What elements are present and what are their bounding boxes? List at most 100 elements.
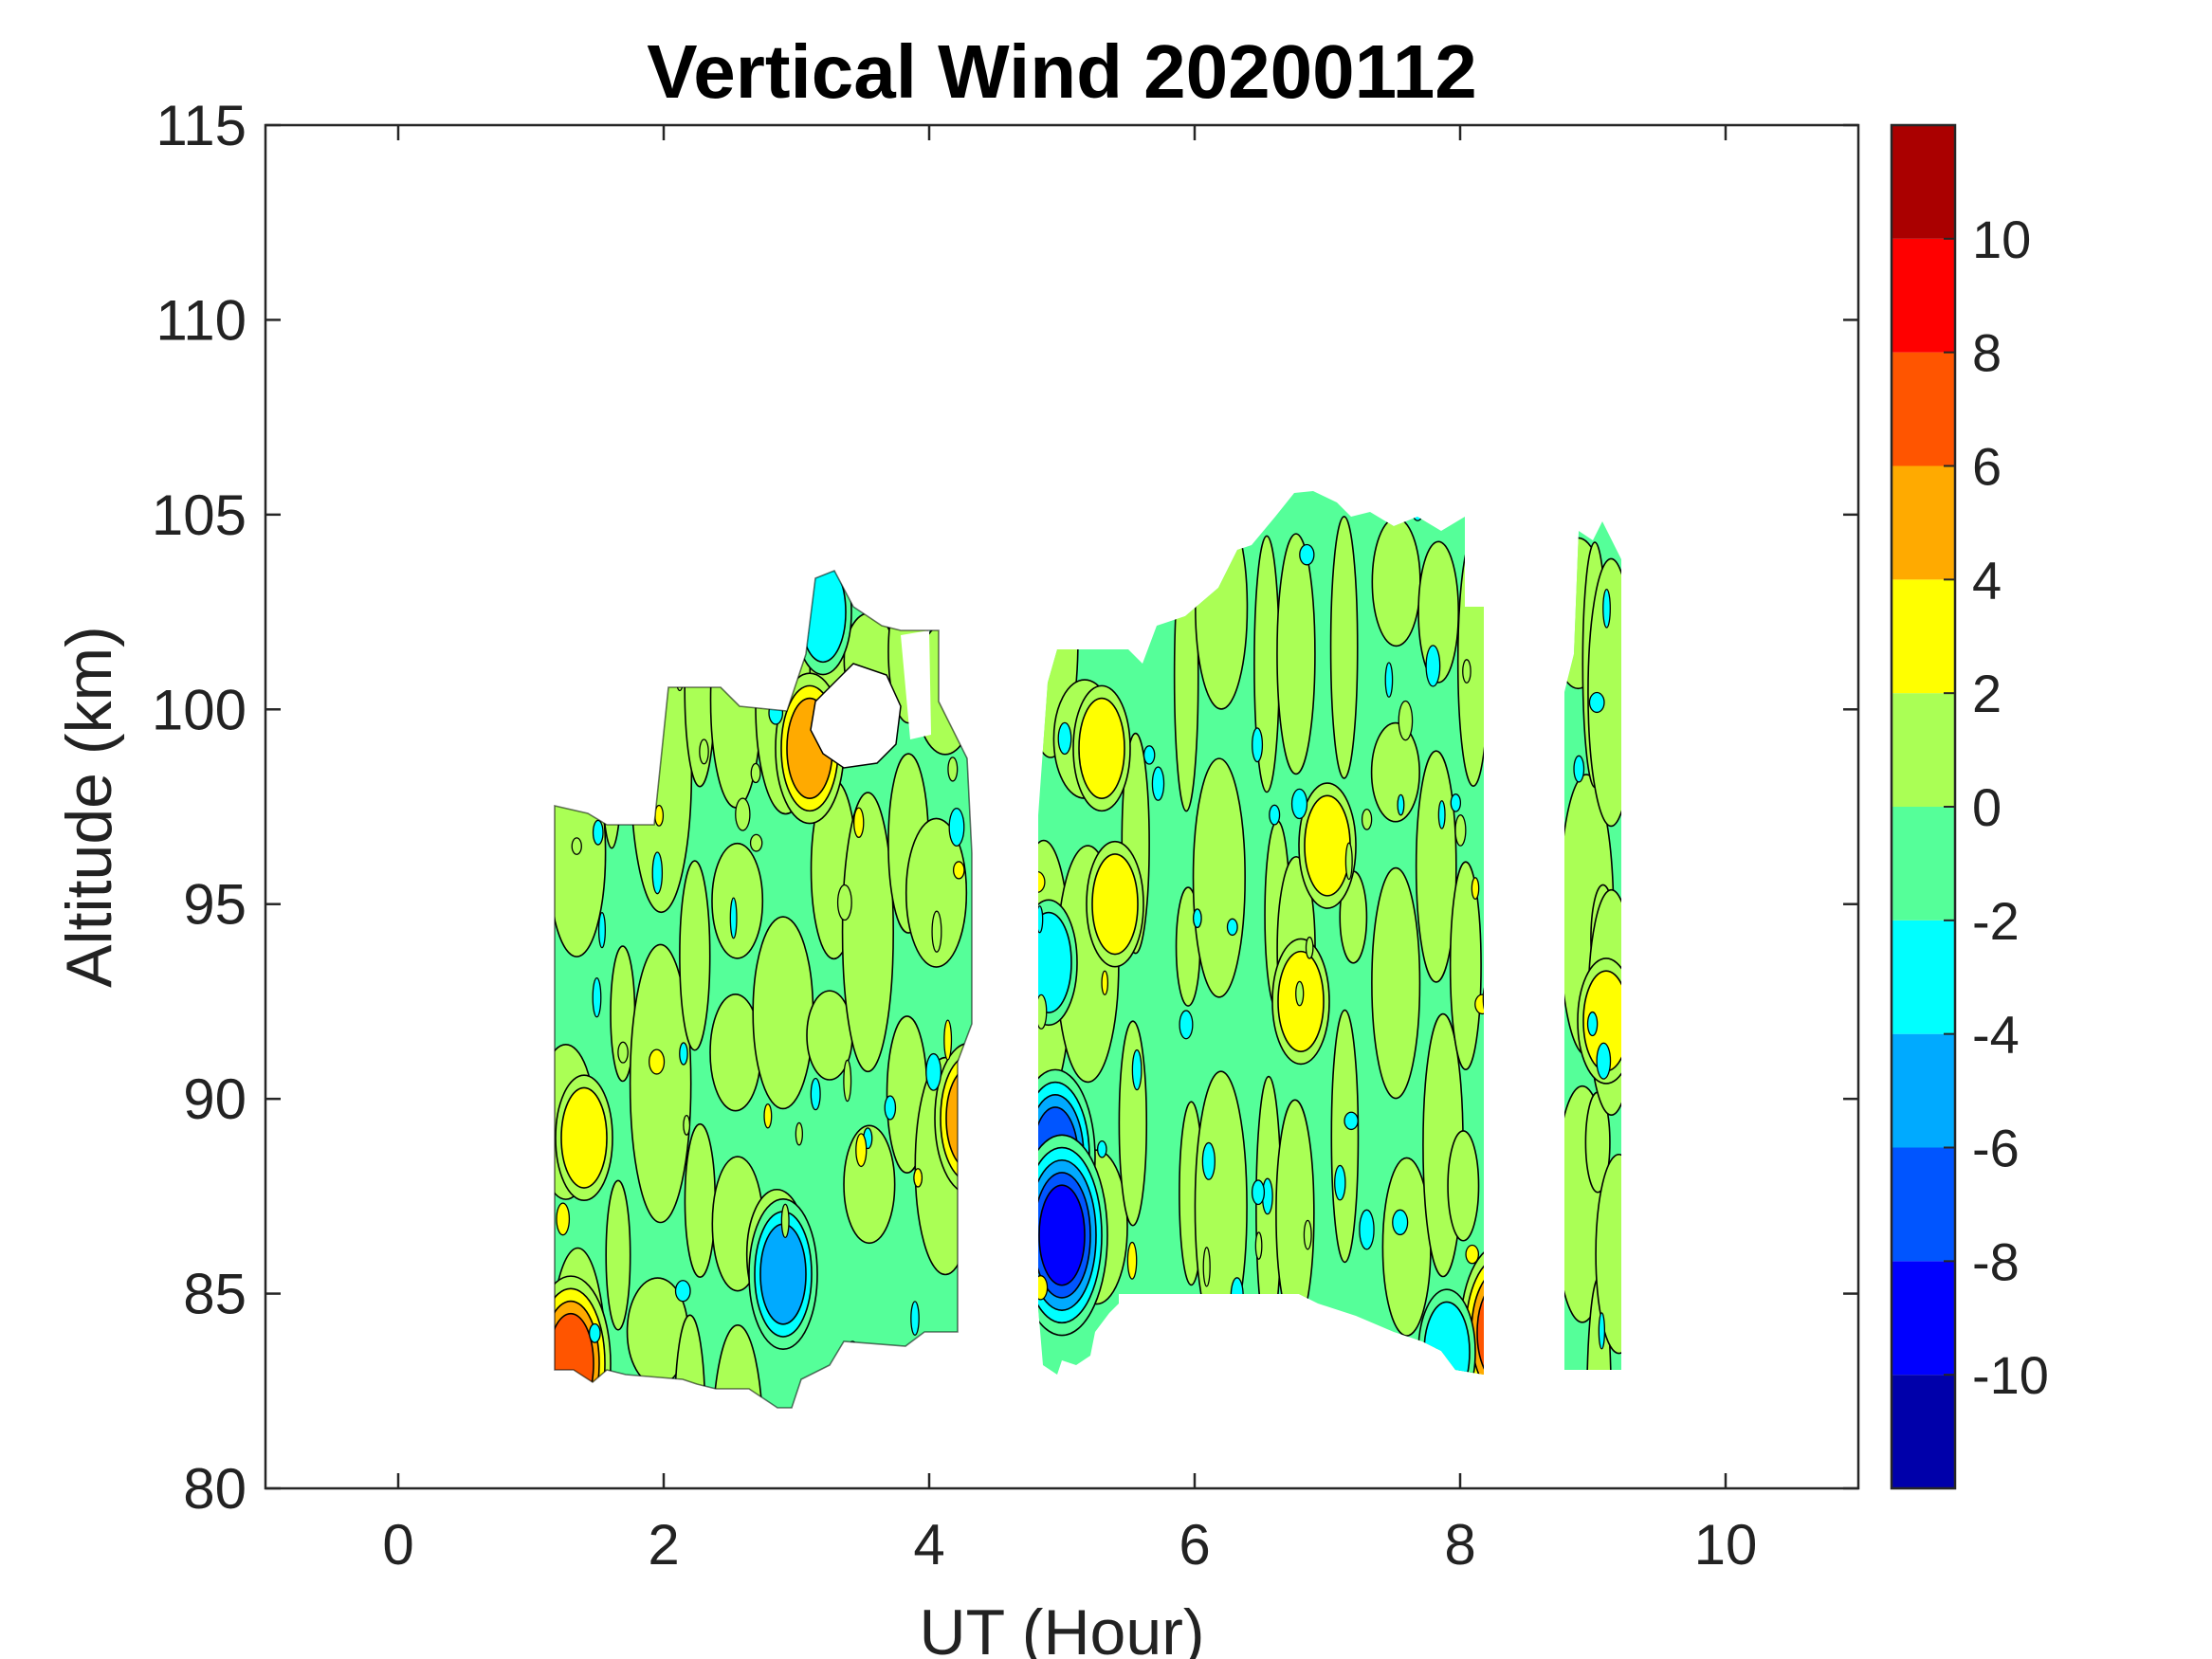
contour-patch bbox=[1587, 557, 1621, 828]
contour-spot bbox=[795, 1121, 803, 1146]
contour-spot bbox=[1252, 727, 1264, 763]
contour-patch bbox=[679, 860, 711, 1051]
contour-spot bbox=[910, 1301, 920, 1336]
colorbar-tick-label: 6 bbox=[1972, 437, 2002, 497]
colorbar-tick-label: 4 bbox=[1972, 550, 2002, 610]
x-tick-label: 0 bbox=[382, 1513, 413, 1577]
contour-spot bbox=[913, 1168, 923, 1188]
contour-patch bbox=[905, 817, 968, 968]
contour-spot bbox=[1437, 800, 1446, 830]
contour-spot bbox=[780, 1203, 790, 1239]
contour-spot bbox=[651, 851, 664, 895]
contour-patch bbox=[605, 1179, 631, 1331]
contour-spot bbox=[1269, 804, 1281, 826]
contour-spot bbox=[1454, 814, 1467, 847]
contour-spot bbox=[1334, 1164, 1346, 1201]
x-axis-label: UT (Hour) bbox=[920, 1596, 1205, 1659]
contour-spot bbox=[1588, 691, 1605, 714]
colorbar-tick-label: -8 bbox=[1972, 1231, 2020, 1291]
contour-spot bbox=[617, 1041, 629, 1064]
contour-spot bbox=[1602, 588, 1611, 629]
colorbar-tick-label: 10 bbox=[1972, 210, 2031, 269]
contour-patch bbox=[629, 943, 692, 1224]
colorbar-tick-label: 2 bbox=[1972, 664, 2002, 723]
contour-spot bbox=[1598, 1312, 1606, 1350]
contour-patch bbox=[1192, 757, 1246, 998]
contour-spot bbox=[884, 1095, 897, 1121]
contour-spot bbox=[1131, 1048, 1143, 1091]
y-tick-label: 110 bbox=[155, 288, 247, 352]
x-tick-label: 8 bbox=[1444, 1513, 1475, 1577]
contour-spot bbox=[1057, 721, 1072, 756]
contour-feature bbox=[1091, 853, 1139, 956]
contour-spot bbox=[556, 1202, 571, 1236]
contour-spot bbox=[1359, 1209, 1375, 1250]
contour-spot bbox=[1384, 662, 1394, 698]
contour-patch bbox=[1449, 861, 1482, 1071]
axis-ticks: 0 2 4 6 8 10 80 85 90 95 100 105 110 115 bbox=[152, 94, 1858, 1577]
contour-spot bbox=[948, 807, 965, 847]
contour-spot bbox=[1344, 842, 1353, 881]
contour-spot bbox=[729, 897, 738, 939]
colorbar-segment bbox=[1892, 352, 1955, 466]
contour-spot bbox=[1299, 543, 1315, 566]
contour-feature bbox=[759, 1223, 807, 1325]
contour-spot bbox=[1151, 766, 1165, 801]
contour-spot bbox=[853, 807, 865, 838]
data-region-outlines bbox=[554, 569, 973, 1409]
contour-patch bbox=[1447, 1130, 1480, 1242]
contour-patch bbox=[1276, 533, 1316, 775]
contour-spot bbox=[947, 757, 959, 782]
contour-spot bbox=[810, 1077, 821, 1111]
contour-spot bbox=[931, 910, 942, 953]
y-tick-label: 95 bbox=[183, 873, 247, 937]
contour-patch bbox=[711, 842, 764, 959]
contour-spot bbox=[1586, 1011, 1599, 1037]
colorbar-segment bbox=[1892, 579, 1955, 694]
colorbar-tick-label: -6 bbox=[1972, 1119, 2020, 1178]
contour-spot bbox=[1251, 1179, 1266, 1206]
contour-spot bbox=[1179, 1010, 1194, 1040]
colorbar-segment bbox=[1892, 1375, 1955, 1488]
contour-patch bbox=[1118, 1020, 1148, 1227]
contour-spot bbox=[1450, 793, 1462, 812]
y-tick-label: 80 bbox=[183, 1457, 247, 1521]
contour-spot bbox=[843, 1059, 852, 1103]
contour-spot bbox=[952, 861, 965, 880]
contour-spot bbox=[588, 1322, 601, 1343]
y-tick-label: 105 bbox=[152, 483, 247, 547]
contour-spot bbox=[1201, 1141, 1216, 1180]
contour-feature bbox=[1038, 1184, 1086, 1286]
contour-spot bbox=[1397, 793, 1405, 816]
contour-spot bbox=[1254, 1231, 1263, 1260]
axes-box bbox=[264, 123, 1860, 1490]
x-tick-label: 2 bbox=[648, 1513, 679, 1577]
colorbar-segment bbox=[1892, 1261, 1955, 1376]
y-tick-label: 85 bbox=[183, 1263, 247, 1326]
contour-spot bbox=[683, 1115, 691, 1136]
colorbar-segment bbox=[1892, 693, 1955, 807]
contour-spot bbox=[836, 884, 852, 921]
contour-spot bbox=[735, 797, 751, 831]
x-tick-label: 6 bbox=[1179, 1513, 1210, 1577]
contour-patch bbox=[1417, 540, 1460, 684]
contour-spot bbox=[1303, 1219, 1312, 1250]
contour-feature bbox=[560, 1086, 608, 1189]
contour-patch bbox=[1370, 721, 1420, 823]
contour-patch bbox=[1329, 516, 1359, 779]
contour-spot bbox=[1101, 970, 1109, 995]
colorbar-segment bbox=[1892, 125, 1955, 239]
contour-patch bbox=[673, 1314, 706, 1408]
contour-feature bbox=[1304, 794, 1351, 897]
contour-spot bbox=[1202, 1247, 1211, 1287]
contour-field bbox=[555, 491, 1621, 1408]
contour-patch bbox=[684, 1122, 717, 1279]
contour-spot bbox=[1344, 1111, 1359, 1131]
contour-patch bbox=[1275, 1099, 1315, 1328]
x-tick-label: 4 bbox=[913, 1513, 944, 1577]
contour-spot bbox=[1361, 808, 1373, 830]
y-axis-label: Altitude (km) bbox=[53, 626, 125, 988]
colorbar-tick-label: -10 bbox=[1972, 1345, 2049, 1405]
contour-spot bbox=[1305, 936, 1314, 959]
